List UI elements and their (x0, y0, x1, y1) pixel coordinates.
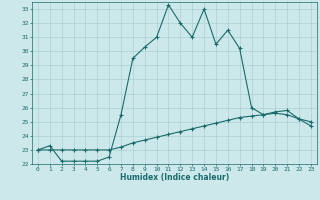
X-axis label: Humidex (Indice chaleur): Humidex (Indice chaleur) (120, 173, 229, 182)
